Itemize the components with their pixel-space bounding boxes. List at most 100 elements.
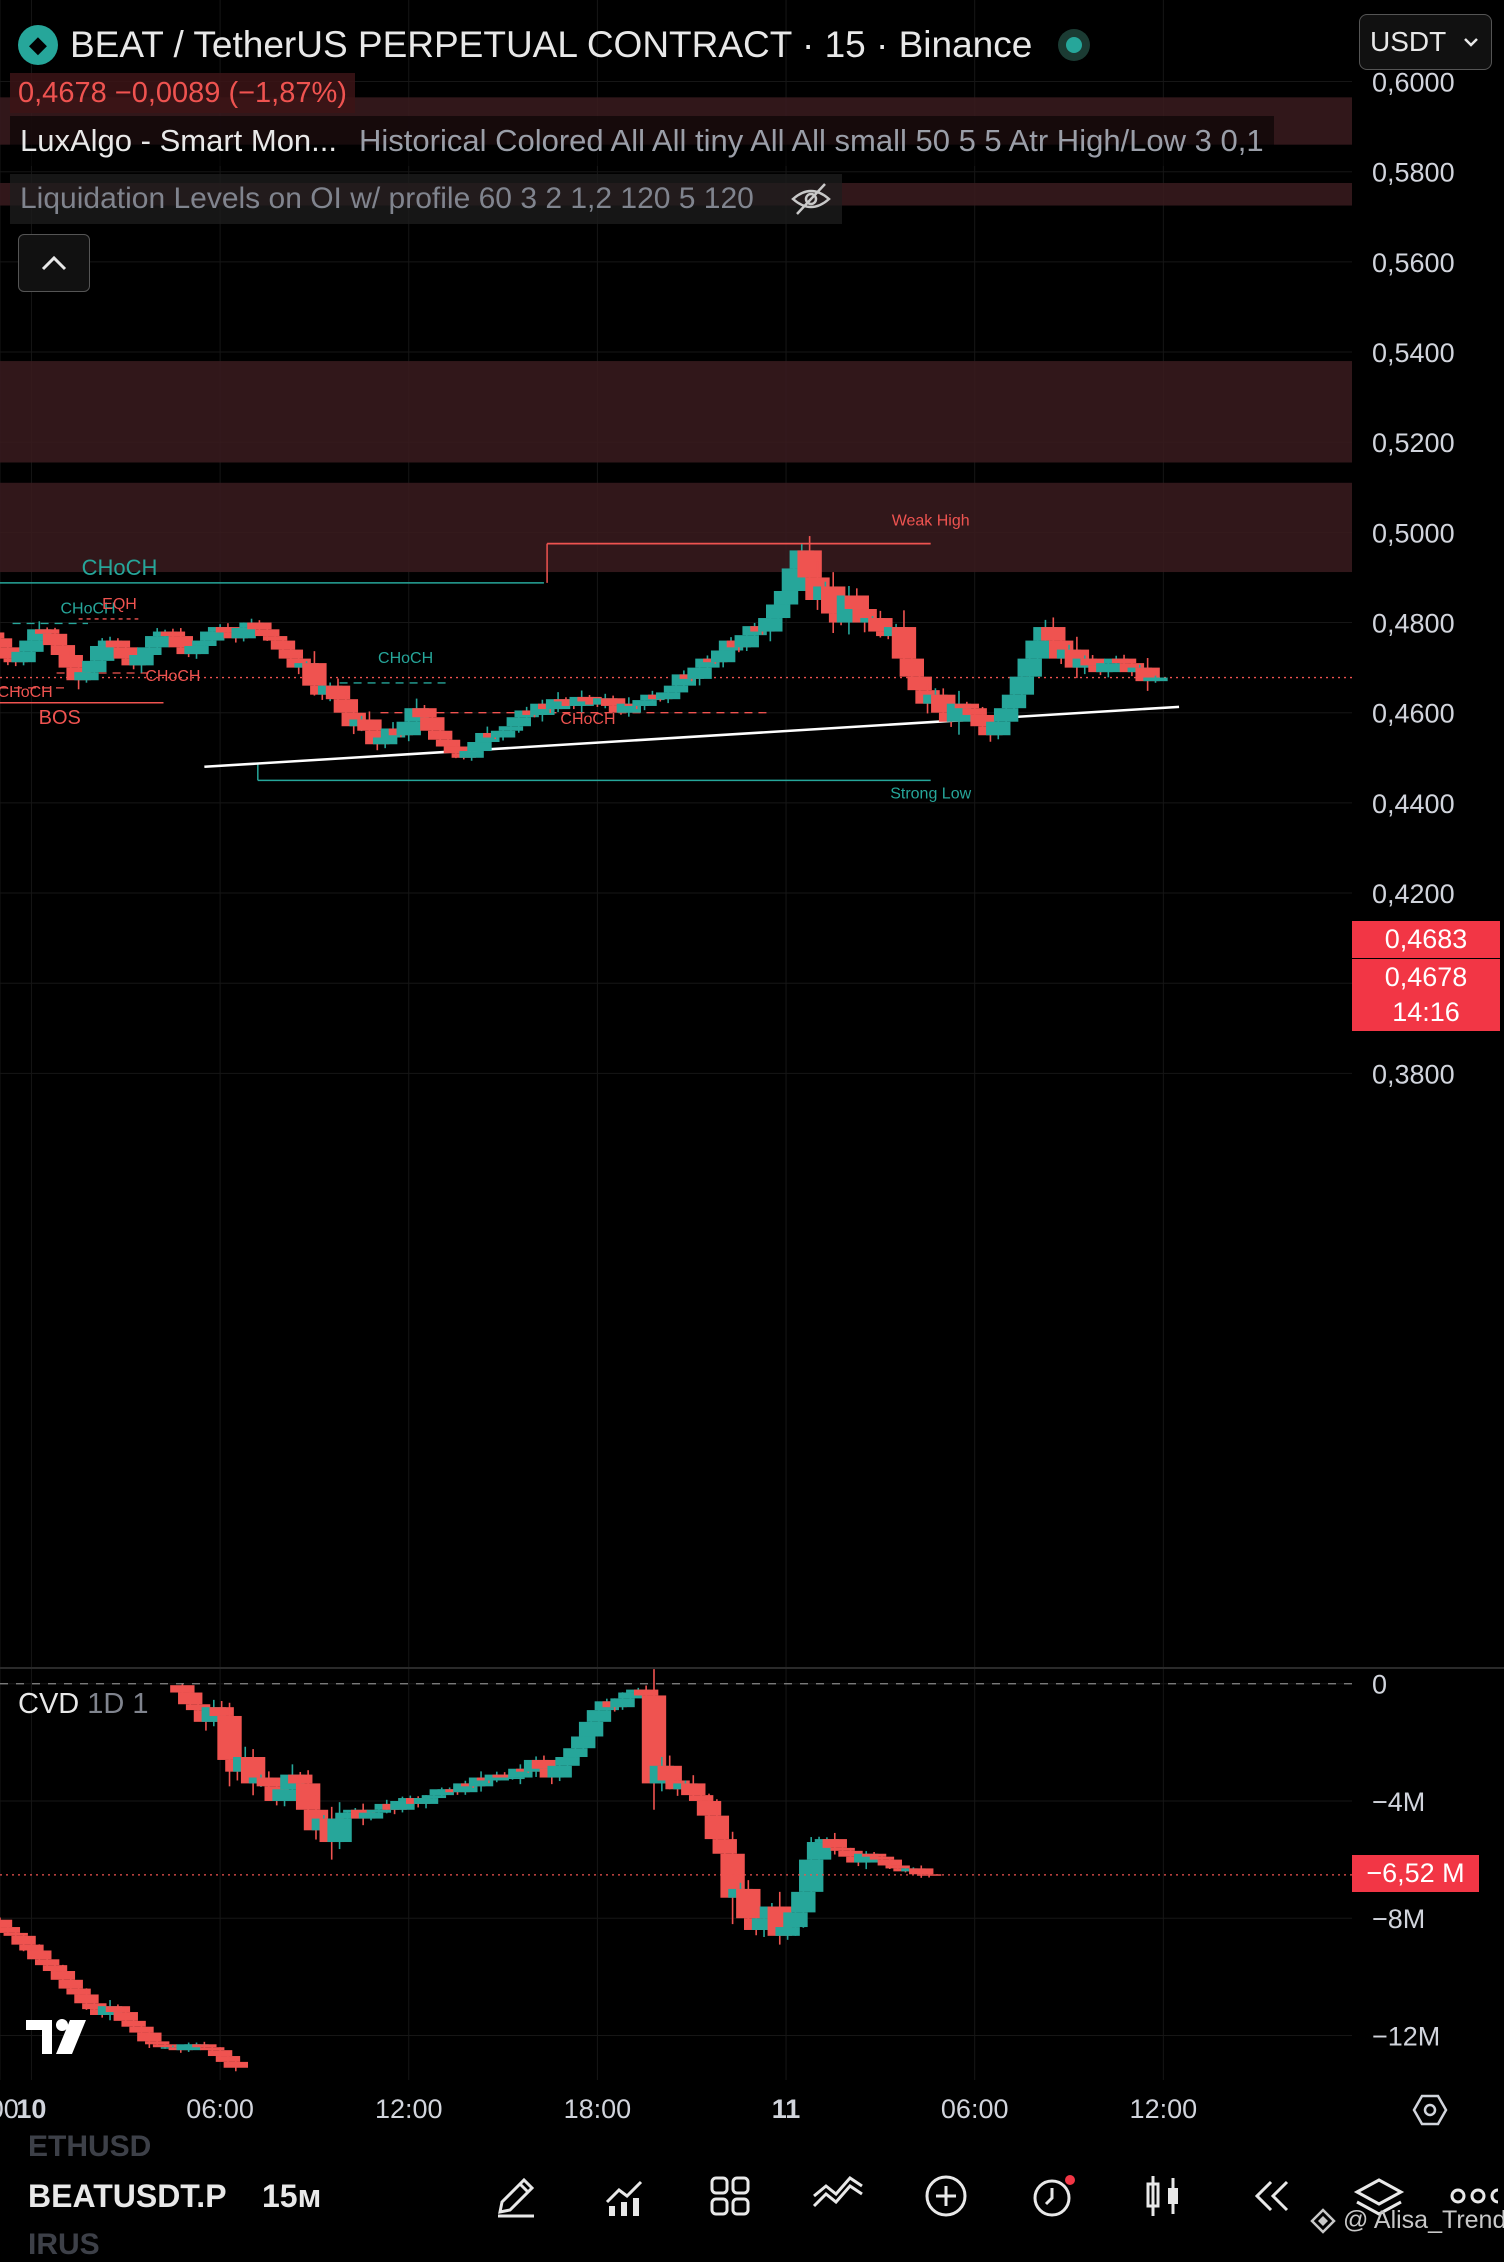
layers-button[interactable] <box>1351 2168 1407 2224</box>
candle-body <box>547 1765 572 1778</box>
trading-chart[interactable]: CHoCHCHoCHEQHCHoCHCHoCHBOSCHoCHCHoCHWeak… <box>0 0 1504 2140</box>
candle-body <box>137 647 162 655</box>
candle-body <box>358 1812 384 1819</box>
more-button[interactable] <box>1448 2168 1498 2224</box>
candle-body <box>791 1891 816 1913</box>
pencil-icon <box>498 2177 535 2218</box>
candle-body <box>751 1918 777 1930</box>
layout-button[interactable] <box>702 2168 758 2224</box>
logo-dot <box>56 2019 68 2031</box>
hidden-eye-icon[interactable] <box>790 181 832 217</box>
candle-body <box>783 1912 808 1928</box>
candle-body <box>27 1950 52 1960</box>
price-candle <box>0 632 5 639</box>
candle-body <box>962 708 987 715</box>
candle-body <box>688 1795 714 1801</box>
candle-body <box>256 1777 282 1787</box>
cvd-tick-label: −4M <box>1372 1787 1425 1817</box>
collapse-legend-button[interactable] <box>18 234 90 292</box>
time-tick-label: 06:00 <box>941 2094 1009 2124</box>
candle-body <box>453 1783 478 1793</box>
cvd-candle <box>916 1871 942 1878</box>
candle-body <box>325 685 351 700</box>
cvd-candles <box>0 1669 1352 2072</box>
candle-body <box>545 699 571 710</box>
currency-select[interactable]: USDT <box>1359 14 1492 70</box>
compare-button[interactable] <box>810 2168 866 2224</box>
candle-body <box>58 1979 83 1989</box>
indicators-icon <box>605 2180 643 2216</box>
time-tick-label: 10 <box>16 2094 46 2124</box>
add-button[interactable] <box>918 2168 974 2224</box>
alerts-button[interactable] <box>1026 2168 1082 2224</box>
indicators-button[interactable] <box>597 2168 653 2224</box>
interval-button[interactable]: 15м <box>262 2178 322 2214</box>
candle-body <box>145 2041 170 2045</box>
candle-body <box>288 1774 313 1784</box>
supply-zone <box>0 482 1352 573</box>
candle-body <box>766 604 791 619</box>
candle-body <box>396 721 421 736</box>
candle-body <box>82 2003 107 2010</box>
price-candle <box>42 627 68 649</box>
candle-body <box>467 742 492 752</box>
candle-body <box>105 640 131 648</box>
chart-type-button[interactable] <box>1135 2168 1191 2224</box>
price-candle <box>325 678 351 704</box>
alert-clock-icon <box>1033 2175 1075 2217</box>
choch-label: CHoCH <box>82 555 158 580</box>
symbol-list-next[interactable]: IRUS <box>28 2228 100 2261</box>
bos-label: BOS <box>39 707 81 729</box>
tradingview-logo-icon <box>26 2019 86 2054</box>
candle-body <box>302 663 327 686</box>
cvd-candle <box>137 2028 162 2048</box>
cvd-candle <box>783 1907 808 1936</box>
candle-body <box>492 1774 517 1778</box>
time-tick-label: 18:00 <box>564 2094 632 2124</box>
replay-icon <box>1254 2180 1289 2212</box>
candle-body <box>90 645 115 661</box>
candle-body <box>869 1856 895 1860</box>
candle-body <box>435 739 461 747</box>
price-candle <box>0 635 13 652</box>
price-candle <box>27 621 52 648</box>
symbol-button[interactable]: BEATUSDT.P <box>28 2178 227 2214</box>
cvd-candle <box>571 1732 596 1758</box>
more-icon <box>1450 2188 1498 2204</box>
candle-body <box>553 699 579 702</box>
replay-button[interactable] <box>1243 2168 1299 2224</box>
cvd-last-value-label: −6,52 M <box>1352 1855 1479 1892</box>
cvd-candle <box>176 2042 201 2052</box>
candle-body <box>877 1859 902 1866</box>
chart-title-bar[interactable]: ◆ BEAT / TetherUS PERPETUAL CONTRACT · 1… <box>18 18 1091 72</box>
candle-body <box>618 1692 643 1699</box>
candle-body <box>1041 627 1066 641</box>
candle-body <box>11 1935 36 1945</box>
candle-body <box>861 1853 887 1857</box>
price-candle <box>1135 658 1160 691</box>
candle-body <box>207 2050 233 2057</box>
price-tick-label: 0,4200 <box>1372 879 1455 909</box>
chart-title: BEAT / TetherUS PERPETUAL CONTRACT · 15 … <box>70 24 1033 65</box>
candle-body <box>366 1809 392 1813</box>
candle-body <box>954 703 980 709</box>
candle-body <box>500 1777 525 1780</box>
candle-body <box>468 1777 494 1787</box>
candle-body <box>429 1789 454 1796</box>
high-price-label: 0,4683 <box>1352 921 1500 958</box>
candle-body <box>681 1783 706 1796</box>
candle-body <box>844 595 869 610</box>
price-candle <box>1080 655 1105 668</box>
symbol-list-prev[interactable]: ETHUSD <box>28 2130 152 2163</box>
indicator-legend-luxalgo[interactable]: LuxAlgo - Smart Mon... Historical Colored… <box>10 116 1274 166</box>
cvd-candle <box>50 1964 76 1983</box>
cvd-legend[interactable]: CVD 1D 1 <box>18 1688 149 1721</box>
candle-body <box>830 1847 855 1851</box>
candle-body <box>255 629 280 637</box>
indicator-legend-liquidation[interactable]: Liquidation Levels on OI w/ profile 60 3… <box>10 174 842 224</box>
candle-body <box>704 1815 730 1840</box>
candle-body <box>712 1839 737 1854</box>
candle-body <box>209 1707 234 1716</box>
drawing-tools-button[interactable] <box>488 2168 544 2224</box>
chart-settings-icon[interactable] <box>1410 2090 1450 2130</box>
